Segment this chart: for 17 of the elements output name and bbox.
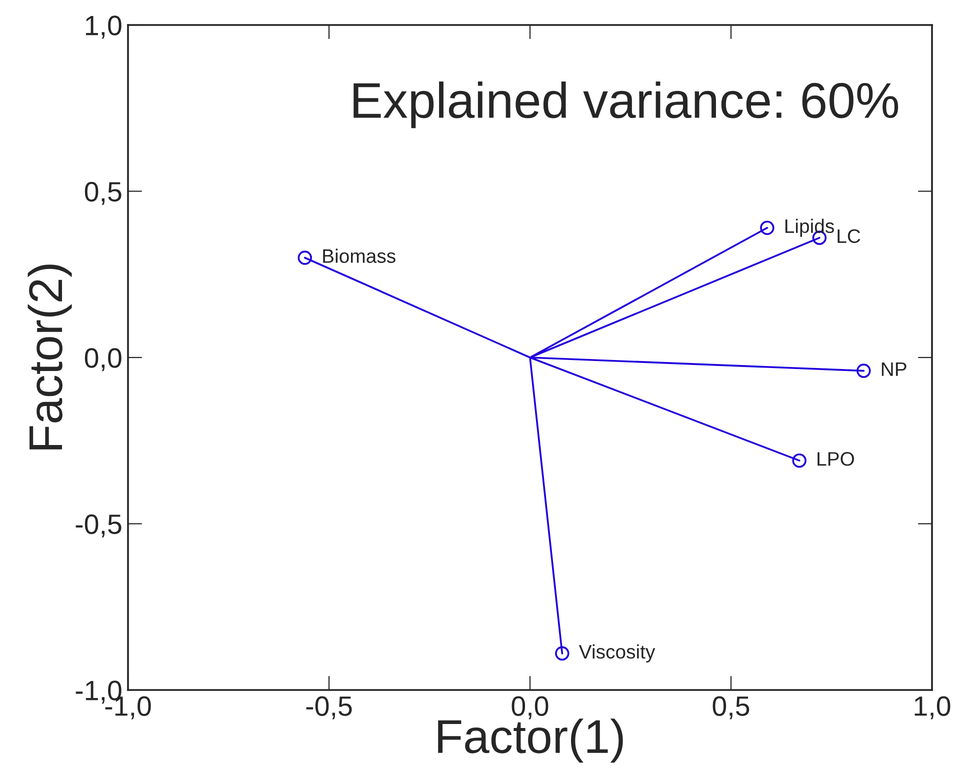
y-tick-label: 1,0 bbox=[86, 16, 122, 39]
annotation: NP bbox=[882, 362, 906, 376]
annotation: Biomass bbox=[323, 248, 396, 263]
annotation: LPO bbox=[818, 452, 854, 466]
x-tick-label: -0,5 bbox=[306, 696, 352, 720]
y-axis-title: Factor(2) bbox=[28, 264, 72, 450]
annotation: LC bbox=[838, 229, 860, 244]
x-tick-label: 0,5 bbox=[712, 696, 750, 720]
y-tick-label: 0,5 bbox=[84, 182, 122, 205]
y-tick-label: 0,0 bbox=[84, 348, 122, 372]
annotation: Explained variance: 60% bbox=[354, 81, 898, 128]
x-tick-label: 0,0 bbox=[512, 696, 548, 720]
y-tick-label: -0,5 bbox=[76, 514, 122, 538]
x-axis-title: Factor(1) bbox=[438, 718, 623, 763]
annotation: Viscosity bbox=[578, 644, 656, 662]
annotation: Lipids bbox=[785, 218, 834, 237]
x-tick-label: 1,0 bbox=[914, 696, 950, 720]
